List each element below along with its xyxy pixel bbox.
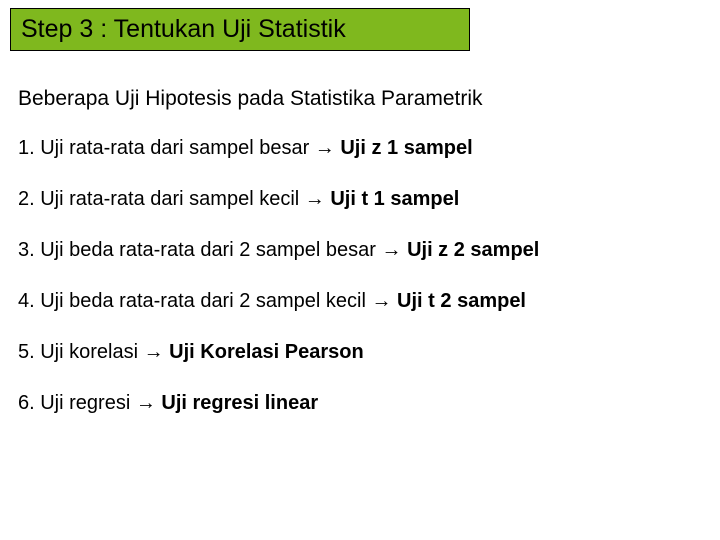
item-prefix: 4. Uji beda rata-rata dari 2 sampel keci…: [18, 290, 372, 312]
list-item: 5. Uji korelasi → Uji Korelasi Pearson: [18, 341, 710, 364]
item-bold: Uji t 1 sampel: [325, 188, 460, 210]
list-item: 1. Uji rata-rata dari sampel besar → Uji…: [18, 137, 710, 160]
list-item: 3. Uji beda rata-rata dari 2 sampel besa…: [18, 239, 710, 262]
item-prefix: 5. Uji korelasi: [18, 341, 144, 363]
list-item: 4. Uji beda rata-rata dari 2 sampel keci…: [18, 290, 710, 313]
header-box: Step 3 : Tentukan Uji Statistik: [10, 8, 470, 51]
arrow-icon: →: [136, 392, 156, 414]
item-bold: Uji t 2 sampel: [392, 290, 527, 312]
arrow-icon: →: [315, 137, 335, 159]
item-prefix: 1. Uji rata-rata dari sampel besar: [18, 137, 315, 159]
item-bold: Uji Korelasi Pearson: [164, 341, 364, 363]
header-title: Step 3 : Tentukan Uji Statistik: [21, 15, 346, 43]
item-bold: Uji z 1 sampel: [335, 137, 473, 159]
arrow-icon: →: [144, 341, 164, 363]
arrow-icon: →: [305, 188, 325, 210]
list-container: 1. Uji rata-rata dari sampel besar → Uji…: [18, 137, 710, 415]
item-bold: Uji regresi linear: [156, 392, 318, 414]
subtitle: Beberapa Uji Hipotesis pada Statistika P…: [18, 87, 710, 111]
list-item: 2. Uji rata-rata dari sampel kecil → Uji…: [18, 188, 710, 211]
item-bold: Uji z 2 sampel: [402, 239, 540, 261]
item-prefix: 2. Uji rata-rata dari sampel kecil: [18, 188, 305, 210]
item-prefix: 3. Uji beda rata-rata dari 2 sampel besa…: [18, 239, 382, 261]
arrow-icon: →: [372, 290, 392, 312]
list-item: 6. Uji regresi → Uji regresi linear: [18, 392, 710, 415]
item-prefix: 6. Uji regresi: [18, 392, 136, 414]
arrow-icon: →: [382, 239, 402, 261]
